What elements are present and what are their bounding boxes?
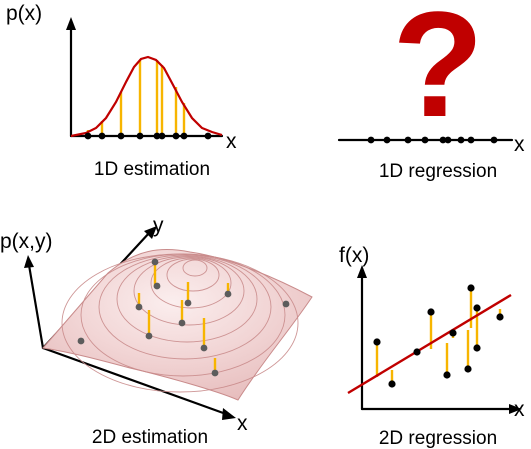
data-point <box>77 337 85 345</box>
density-curve <box>70 55 223 138</box>
panel-1d-estimation: p(x) x 1D estimation <box>6 2 237 180</box>
data-point <box>145 332 153 340</box>
data-point <box>98 132 106 140</box>
data-point <box>151 258 159 266</box>
data-point <box>200 344 208 352</box>
data-point <box>158 132 166 140</box>
data-point <box>383 136 391 144</box>
data-points <box>373 284 504 388</box>
caption: 2D regression <box>379 428 497 449</box>
x-axis-label: x <box>237 412 248 435</box>
data-point <box>444 136 452 144</box>
data-point <box>153 132 161 140</box>
data-point <box>367 136 375 144</box>
contour-ring <box>133 256 245 326</box>
data-point <box>464 365 472 373</box>
contour-ring <box>61 253 299 393</box>
x-axis-label: x <box>514 398 525 421</box>
contour-ring <box>98 254 272 360</box>
data-point <box>211 369 219 377</box>
x-axis-arrowhead <box>222 408 236 420</box>
data-point <box>204 132 212 140</box>
data-point <box>490 136 498 144</box>
question-mark: ? <box>392 0 484 148</box>
y-axis-arrowhead <box>144 226 157 239</box>
data-point <box>373 338 381 346</box>
data-point <box>449 329 457 337</box>
data-point <box>153 282 161 290</box>
contour-ring <box>150 257 232 309</box>
data-point <box>427 308 435 316</box>
x-axis-label: x <box>226 130 237 153</box>
data-point <box>467 136 475 144</box>
y-axis-label: y <box>153 214 164 237</box>
data-point <box>184 299 192 307</box>
y-axis-label: f(x) <box>339 244 369 267</box>
z-axis-label: p(x,y) <box>0 230 53 253</box>
data-point <box>457 136 465 144</box>
z-axis <box>27 263 45 350</box>
contour-ring <box>116 255 258 343</box>
y-axis-label: p(x) <box>6 2 42 25</box>
data-point <box>473 304 481 312</box>
data-point <box>282 300 290 308</box>
data-points <box>77 258 290 377</box>
data-point <box>496 313 504 321</box>
caption: 1D estimation <box>94 159 210 180</box>
data-point <box>421 136 429 144</box>
data-points <box>367 136 498 144</box>
data-point <box>135 303 143 311</box>
data-points <box>84 132 212 140</box>
panel-2d-regression: f(x) x 2D regression <box>339 244 525 449</box>
caption: 2D estimation <box>92 427 208 448</box>
data-point <box>84 132 92 140</box>
data-point <box>224 290 232 298</box>
residual-stems <box>375 288 502 384</box>
regression-line <box>347 293 512 395</box>
data-point <box>172 132 180 140</box>
data-point <box>117 132 125 140</box>
contour-rings <box>61 253 299 393</box>
data-point <box>467 284 475 292</box>
data-point <box>404 136 412 144</box>
contour-ring <box>182 259 208 277</box>
data-point <box>413 348 421 356</box>
data-point <box>439 136 447 144</box>
data-point <box>136 132 144 140</box>
y-axis-arrowhead <box>66 17 76 30</box>
y-axis-arrowhead <box>357 265 367 278</box>
data-point <box>388 380 396 388</box>
density-surface <box>42 249 313 401</box>
panel-1d-regression: ? x 1D regression <box>337 0 525 182</box>
z-axis-arrowhead <box>24 255 34 268</box>
stems <box>86 60 210 136</box>
x-axis <box>41 346 228 416</box>
caption: 1D regression <box>379 161 497 182</box>
x-axis-label: x <box>514 133 525 156</box>
data-point <box>473 344 481 352</box>
x-axis-arrowhead <box>509 404 522 414</box>
data-point <box>178 319 186 327</box>
contour-ring <box>166 258 220 292</box>
data-point <box>180 132 188 140</box>
panel-2d-estimation: p(x,y) y x 2D estimation <box>0 214 313 448</box>
data-point <box>443 371 451 379</box>
